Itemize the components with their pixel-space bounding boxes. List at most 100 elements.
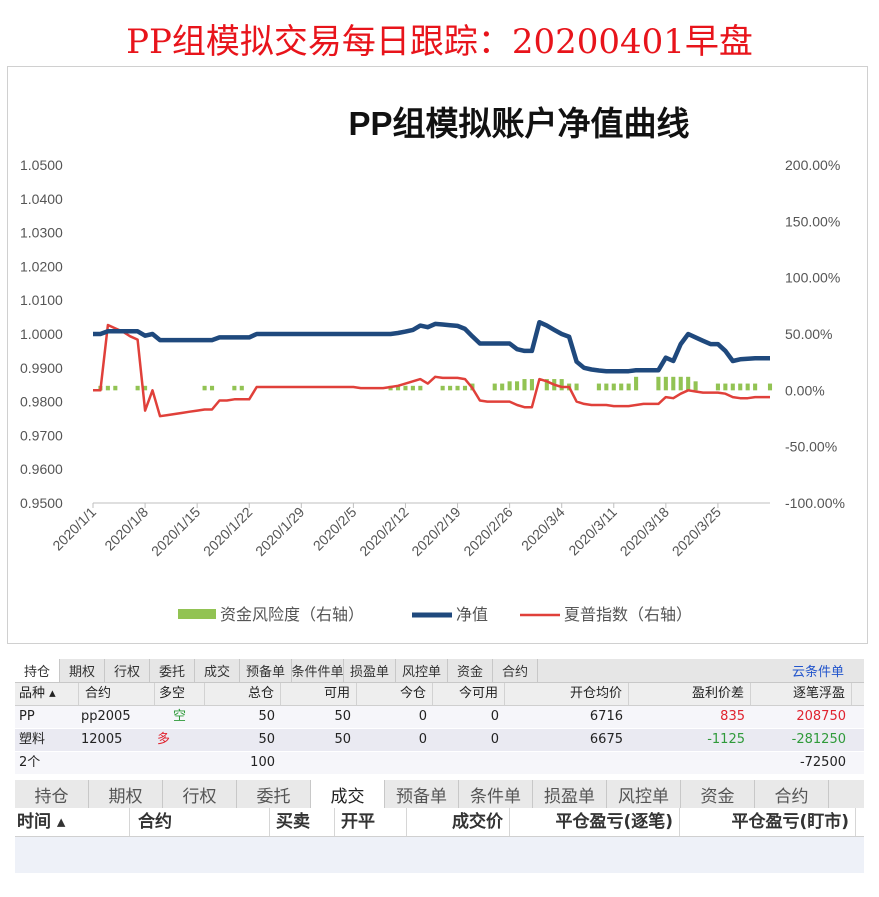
tab-orders[interactable]: 委托 — [150, 659, 195, 682]
positions-header-row: 品种 ▴ 合约 多空 总仓 可用 今仓 今可用 开仓均价 盈利价差 逐笔浮盈 — [15, 683, 864, 706]
positions-grid: 品种 ▴ 合约 多空 总仓 可用 今仓 今可用 开仓均价 盈利价差 逐笔浮盈 P… — [15, 683, 864, 775]
col-available[interactable]: 可用 — [281, 683, 357, 705]
risk-bar — [656, 376, 661, 391]
col-spread[interactable]: 盈利价差 — [629, 683, 751, 705]
col-variety[interactable]: 品种 ▴ — [15, 683, 79, 705]
col-side[interactable]: 多空 — [155, 683, 205, 705]
tab-options[interactable]: 期权 — [89, 780, 163, 808]
chart-title: PP组模拟账户净值曲线 — [348, 105, 689, 142]
risk-bar — [753, 383, 758, 391]
tab-exercise[interactable]: 行权 — [105, 659, 150, 682]
summary-row: 2个 100 -72500 — [15, 752, 864, 775]
y-left-tick-label: 0.9700 — [20, 427, 63, 443]
tab-conditional-orders[interactable]: 条件件单 — [292, 659, 344, 682]
risk-bar — [767, 383, 773, 391]
risk-bar — [410, 385, 415, 391]
tab-stop-orders[interactable]: 损盈单 — [533, 780, 607, 808]
col-today[interactable]: 今仓 — [357, 683, 433, 705]
summary-count: 2个 — [19, 755, 41, 770]
tab-risk-orders[interactable]: 风控单 — [396, 659, 448, 682]
tab-contracts[interactable]: 合约 — [755, 780, 829, 808]
x-tick-label: 2020/2/5 — [310, 504, 360, 554]
tab-exercise[interactable]: 行权 — [163, 780, 237, 808]
risk-bar — [604, 383, 609, 391]
col-contract[interactable]: 合约 — [130, 808, 270, 836]
tab-contracts[interactable]: 合约 — [493, 659, 538, 682]
cell-variety: 塑料 — [19, 732, 46, 747]
tab-holdings[interactable]: 持仓 — [15, 659, 60, 682]
col-open-close[interactable]: 开平 — [335, 808, 407, 836]
col-open-avg[interactable]: 开仓均价 — [505, 683, 629, 705]
col-trade-price[interactable]: 成交价 — [407, 808, 510, 836]
col-buy-sell[interactable]: 买卖 — [270, 808, 335, 836]
risk-bar — [529, 379, 534, 391]
cell-side: 空 — [173, 709, 187, 724]
y-right-tick-label: 150.00% — [785, 213, 840, 229]
cell-total: 50 — [258, 709, 275, 724]
x-tick-label: 2020/3/4 — [518, 504, 568, 554]
tab-funds[interactable]: 资金 — [448, 659, 493, 682]
cell-contract: pp2005 — [81, 709, 131, 724]
y-left-tick-label: 0.9500 — [20, 495, 63, 511]
col-contract[interactable]: 合约 — [79, 683, 155, 705]
cell-today: 0 — [418, 709, 427, 724]
cell-today: 0 — [418, 732, 427, 747]
risk-bar — [574, 383, 579, 391]
risk-bar — [671, 376, 676, 391]
tab-orders[interactable]: 委托 — [237, 780, 311, 808]
y-left-tick-label: 0.9900 — [20, 360, 63, 376]
risk-bar — [626, 383, 631, 391]
legend-risk-swatch — [178, 609, 216, 619]
col-total[interactable]: 总仓 — [205, 683, 281, 705]
x-tick-label: 2020/1/22 — [200, 504, 256, 560]
col-close-pnl-trade[interactable]: 平仓盈亏(逐笔) — [510, 808, 680, 836]
tab-options[interactable]: 期权 — [60, 659, 105, 682]
cell-available: 50 — [334, 732, 351, 747]
tab-prepared-orders[interactable]: 预备单 — [385, 780, 459, 808]
x-tick-label: 2020/2/19 — [408, 504, 464, 560]
risk-bar — [202, 385, 207, 391]
y-right-tick-label: -100.00% — [785, 495, 845, 511]
y-right-tick-label: 50.00% — [785, 326, 832, 342]
tab-trades[interactable]: 成交 — [311, 780, 385, 808]
trades-header-row: 时间 ▴ 合约 买卖 开平 成交价 平仓盈亏(逐笔) 平仓盈亏(盯市) — [15, 808, 864, 837]
risk-bar — [105, 385, 110, 391]
positions-tabbar: 持仓 期权 行权 委托 成交 预备单 条件件单 损盈单 风控单 资金 合约 云条… — [15, 659, 864, 683]
cell-available: 50 — [334, 709, 351, 724]
risk-bar — [395, 385, 401, 391]
col-float-pnl[interactable]: 逐笔浮盈 — [751, 683, 852, 705]
y-left-tick-label: 0.9600 — [20, 461, 63, 477]
cell-side: 多 — [157, 732, 171, 747]
col-time[interactable]: 时间 ▴ — [15, 808, 130, 836]
tab-funds[interactable]: 资金 — [681, 780, 755, 808]
y-left-tick-label: 0.9800 — [20, 394, 63, 410]
risk-bar — [745, 383, 750, 391]
risk-bar — [663, 376, 668, 391]
risk-bar — [715, 383, 720, 391]
tab-stop-orders[interactable]: 损盈单 — [344, 659, 396, 682]
y-right-tick-label: 100.00% — [785, 270, 840, 286]
tab-conditional-orders[interactable]: 条件单 — [459, 780, 533, 808]
risk-bar — [730, 383, 735, 391]
cell-today-available: 0 — [490, 732, 499, 747]
risk-bar — [693, 381, 698, 391]
col-close-pnl-mtm[interactable]: 平仓盈亏(盯市) — [680, 808, 856, 836]
risk-bar — [515, 381, 520, 391]
cloud-conditional-orders-link[interactable]: 云条件单 — [791, 665, 844, 680]
summary-float-pnl: -72500 — [799, 755, 846, 770]
tab-trades[interactable]: 成交 — [195, 659, 240, 682]
table-row[interactable]: PP pp2005 空 50 50 0 0 6716 835 208750 — [15, 706, 864, 729]
x-tick-label: 2020/2/26 — [460, 504, 516, 560]
risk-bar — [634, 376, 639, 391]
x-tick-label: 2020/1/8 — [101, 504, 151, 554]
risk-bar — [135, 385, 140, 391]
cell-spread: 835 — [720, 709, 745, 724]
tab-prepared-orders[interactable]: 预备单 — [240, 659, 292, 682]
tab-holdings[interactable]: 持仓 — [15, 780, 89, 808]
tabbar-spacer — [829, 780, 864, 808]
risk-bar — [596, 383, 601, 391]
col-today-available[interactable]: 今可用 — [433, 683, 505, 705]
legend-nav-label: 净值 — [456, 606, 488, 624]
tab-risk-orders[interactable]: 风控单 — [607, 780, 681, 808]
table-row[interactable]: 塑料 12005 多 50 50 0 0 6675 -1125 -281250 — [15, 729, 864, 752]
